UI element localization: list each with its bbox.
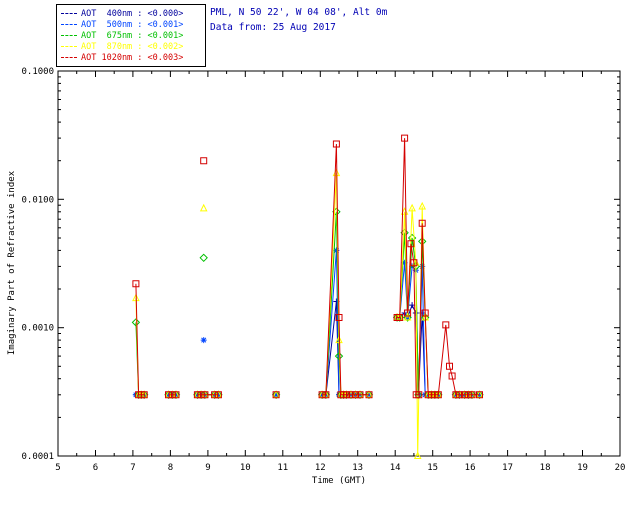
- x-axis-label: Time (GMT): [311, 476, 367, 486]
- legend-entry-1020nm: AOT 1020nm : <0.003>: [61, 52, 201, 63]
- plus-marker-icon: [409, 302, 416, 309]
- triangle-marker-icon: [413, 451, 422, 459]
- axes-ticks: [57, 70, 621, 457]
- legend-line-sample-icon: [61, 24, 77, 25]
- station-location-text: PML, N 50 22', W 04 08', Alt 0m: [210, 7, 388, 18]
- square-marker-icon: [404, 309, 412, 317]
- square-marker-icon: [421, 309, 429, 317]
- square-marker-icon: [476, 391, 483, 399]
- square-marker-icon: [272, 391, 280, 399]
- x-tick-label: 11: [277, 463, 288, 473]
- diamond-marker-icon: [334, 351, 344, 361]
- square-marker-icon: [407, 240, 415, 248]
- square-marker-icon: [365, 391, 373, 399]
- legend-entry-label: AOT 400nm : <0.000>: [81, 8, 184, 19]
- x-tick-label: 12: [315, 463, 326, 473]
- y-tick-label: 0.0010: [21, 324, 54, 334]
- legend-entry-870nm: AOT 870nm : <0.002>: [61, 41, 201, 52]
- triangle-marker-icon: [335, 335, 343, 344]
- legend-entry-500nm: AOT 500nm : <0.001>: [61, 19, 201, 30]
- x-tick-label: 17: [502, 463, 513, 473]
- square-marker-icon: [468, 391, 476, 399]
- x-tick-label: 15: [427, 463, 438, 473]
- legend-line-sample-icon: [61, 35, 77, 36]
- x-tick-label: 16: [465, 463, 476, 473]
- square-marker-icon: [332, 140, 340, 148]
- legend-line-sample-icon: [61, 57, 77, 58]
- x-tick-label: 8: [168, 463, 173, 473]
- square-marker-icon: [415, 391, 423, 399]
- y-tick-label: 0.1000: [21, 67, 54, 77]
- x-tick-label: 6: [93, 463, 98, 473]
- legend-entry-label: AOT 870nm : <0.002>: [81, 41, 184, 52]
- series-line: [397, 206, 439, 457]
- legend-entry-400nm: AOT 400nm : <0.000>: [61, 8, 201, 19]
- x-tick-label: 20: [615, 463, 626, 473]
- asterisk-marker-icon: [419, 263, 426, 270]
- triangle-marker-icon: [418, 201, 427, 210]
- square-marker-icon: [356, 391, 364, 399]
- square-marker-icon: [322, 391, 330, 399]
- series-aot-675nm: [131, 207, 484, 400]
- data-date-text: Data from: 25 Aug 2017: [210, 22, 336, 33]
- x-tick-label: 13: [352, 463, 363, 473]
- series-aot-870nm: [132, 168, 484, 459]
- x-tick-label: 19: [577, 463, 588, 473]
- square-marker-icon: [201, 391, 209, 399]
- square-marker-icon: [434, 391, 442, 399]
- legend: AOT 400nm : <0.000> AOT 500nm : <0.001> AO…: [56, 4, 206, 67]
- asterisk-marker-icon: [273, 391, 280, 398]
- x-tick-label: 14: [390, 463, 401, 473]
- legend-line-sample-icon: [61, 13, 77, 14]
- square-marker-icon: [396, 314, 404, 321]
- x-tick-label: 5: [55, 463, 60, 473]
- square-marker-icon: [214, 391, 222, 399]
- legend-entry-label: AOT 500nm : <0.001>: [81, 19, 184, 30]
- square-marker-icon: [132, 280, 140, 288]
- series-aot-1020nm: [132, 134, 483, 399]
- square-marker-icon: [410, 259, 418, 267]
- series-line: [322, 173, 369, 396]
- plot-header: PML, N 50 22', W 04 08', Alt 0m Data fro…: [210, 5, 387, 35]
- series-line: [135, 283, 145, 396]
- x-tick-label: 9: [205, 463, 210, 473]
- diamond-marker-icon: [199, 253, 208, 263]
- square-marker-icon: [200, 157, 208, 165]
- x-tick-label: 7: [130, 463, 135, 473]
- square-marker-icon: [418, 219, 426, 227]
- x-tick-label: 10: [240, 463, 251, 473]
- square-marker-icon: [172, 391, 180, 399]
- square-marker-icon: [442, 321, 450, 329]
- asterisk-marker-icon: [333, 247, 340, 254]
- square-marker-icon: [335, 314, 343, 321]
- asterisk-marker-icon: [401, 259, 408, 266]
- diamond-marker-icon: [131, 318, 141, 327]
- y-tick-label: 0.0001: [21, 452, 54, 462]
- triangle-marker-icon: [199, 203, 208, 212]
- legend-entry-label: AOT 675nm : <0.001>: [81, 30, 184, 41]
- series-aot-400nm: [132, 298, 483, 398]
- legend-entry-675nm: AOT 675nm : <0.001>: [61, 30, 201, 41]
- legend-entry-label: AOT 1020nm : <0.003>: [81, 52, 184, 63]
- asterisk-marker-icon: [200, 337, 207, 344]
- triangle-marker-icon: [408, 203, 416, 212]
- y-axis-label: Imaginary Part of Refractive index: [7, 170, 17, 356]
- series-line: [397, 138, 480, 396]
- square-marker-icon: [140, 391, 148, 399]
- square-marker-icon: [448, 372, 456, 380]
- square-marker-icon: [446, 362, 453, 370]
- square-marker-icon: [401, 134, 409, 142]
- triangle-marker-icon: [403, 312, 412, 321]
- series-aot-500nm: [132, 247, 483, 398]
- legend-line-sample-icon: [61, 46, 77, 47]
- x-tick-label: 18: [540, 463, 551, 473]
- y-tick-label: 0.0100: [21, 195, 54, 205]
